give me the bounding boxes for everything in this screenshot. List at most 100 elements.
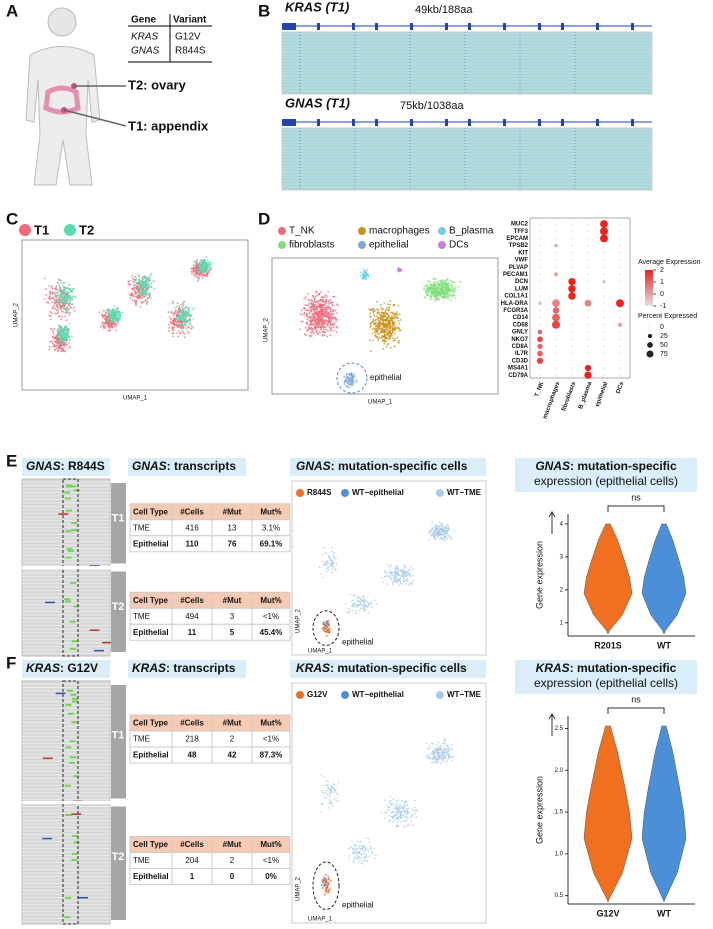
table-text: #Mut (223, 596, 242, 605)
exon (631, 23, 634, 30)
cell-point (406, 578, 408, 580)
background-dot (539, 245, 541, 247)
cell-point (429, 281, 431, 283)
legend-swatch (296, 489, 304, 497)
cell-point (450, 285, 452, 287)
cell-point (429, 745, 431, 747)
cell-point (323, 321, 325, 323)
background-dot (539, 252, 541, 254)
cell-point (386, 572, 388, 574)
cell-point (435, 284, 437, 286)
cell-point (193, 318, 195, 320)
cell-point (145, 280, 147, 282)
cell-point (348, 377, 350, 379)
cell-point (448, 755, 450, 757)
legend-label: WT−TME (447, 488, 482, 497)
cell-point (188, 327, 190, 329)
cell-point (321, 328, 323, 330)
background-dot (619, 367, 621, 369)
cell-point (313, 304, 315, 306)
cell-point (52, 292, 54, 294)
background-dot (619, 310, 621, 312)
background-dot (619, 281, 621, 283)
cell-point (448, 296, 450, 298)
cell-point (330, 311, 332, 313)
cell-point (170, 321, 172, 323)
cell-point (454, 290, 456, 292)
cell-point (432, 533, 434, 535)
cell-point (351, 372, 353, 374)
cell-point (369, 339, 371, 341)
cell-point (172, 303, 174, 305)
gene-label: PECAM1 (503, 272, 529, 278)
site-bar (111, 807, 126, 921)
cell-point (69, 303, 71, 305)
cell-point (323, 793, 325, 795)
cell-point (153, 288, 155, 290)
background-dot (619, 252, 621, 254)
mismatch (71, 522, 77, 524)
background-dot (539, 281, 541, 283)
cell-point (439, 287, 441, 289)
cell-point (382, 582, 384, 584)
cell-point (446, 284, 448, 286)
background-dot (603, 324, 605, 326)
dot (537, 344, 542, 349)
cell-point (327, 788, 329, 790)
cell-point (354, 606, 356, 608)
cell-point (191, 308, 193, 310)
color-tick-label: 1 (660, 279, 664, 286)
panel-label: F (6, 653, 16, 672)
cell-point (303, 307, 305, 309)
dot (537, 351, 543, 357)
table-text: 76 (228, 539, 237, 548)
cell-point (145, 299, 147, 301)
cell-point (445, 530, 447, 532)
cell-point (433, 293, 435, 295)
cell-point (327, 620, 329, 622)
cell-point (439, 748, 441, 750)
cell-point (443, 750, 445, 752)
cell-point (325, 562, 327, 564)
cell-point (370, 602, 372, 604)
cell-point (435, 538, 437, 540)
cell-point (396, 806, 398, 808)
table-text: TME (133, 612, 150, 621)
cell-point (328, 555, 330, 557)
cell-point (449, 280, 451, 282)
mismatch (70, 756, 76, 758)
cell-point (403, 814, 405, 816)
size-key (650, 327, 651, 328)
dot (616, 299, 624, 307)
cell-point (65, 319, 67, 321)
cell-point (327, 305, 329, 307)
dot (552, 299, 560, 307)
cell-point (122, 312, 124, 314)
cell-point (201, 272, 203, 274)
cell-point (63, 329, 65, 331)
cell-point (48, 314, 50, 316)
cell-point (379, 325, 381, 327)
cell-point (450, 748, 452, 750)
cell-point (317, 318, 319, 320)
cell-point (70, 301, 72, 303)
cell-point (47, 302, 49, 304)
cell-point (190, 328, 192, 330)
cell-point (425, 284, 427, 286)
mismatch (71, 529, 77, 531)
cell-point (447, 525, 449, 527)
cell-point (131, 275, 133, 277)
cell-point (146, 292, 148, 294)
cell-point (65, 300, 67, 302)
cell-point (344, 383, 346, 385)
cell-point (426, 286, 428, 288)
exon (503, 119, 506, 126)
track: GNAS (T1)75kb/1038aa (282, 95, 652, 190)
cell-point (448, 528, 450, 530)
site-label: T1: appendix (128, 118, 209, 133)
cell-point (319, 300, 321, 302)
cell-point (452, 756, 454, 758)
cell-point (379, 321, 381, 323)
cell-point (309, 300, 311, 302)
cell-point (396, 825, 398, 827)
